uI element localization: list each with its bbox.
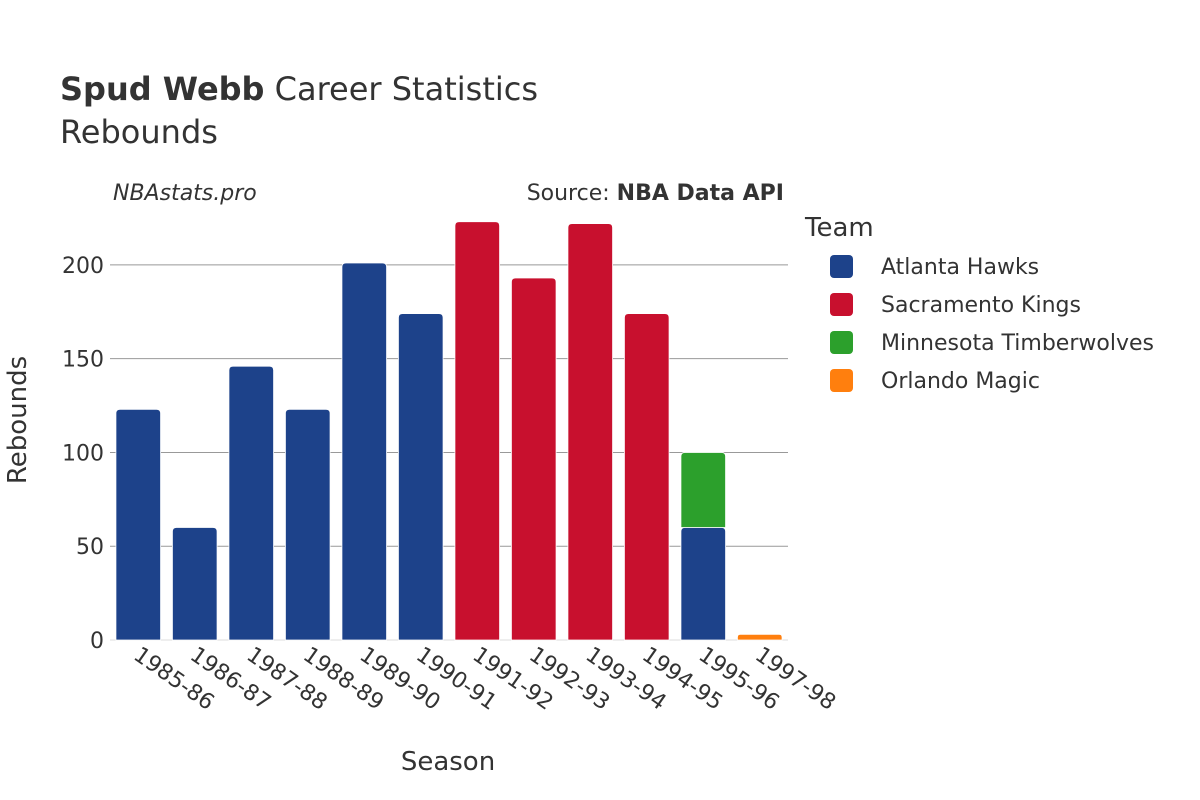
bar-atlanta-hawks xyxy=(285,408,331,641)
gridlines xyxy=(110,264,788,641)
bar-atlanta-hawks xyxy=(172,527,218,641)
y-tick-label: 200 xyxy=(62,254,104,279)
bar-sacramento-kings xyxy=(454,221,500,641)
y-tick-label: 150 xyxy=(62,348,104,373)
source-prefix: Source: xyxy=(527,181,617,206)
legend-label: Sacramento Kings xyxy=(881,293,1081,318)
bar-sacramento-kings xyxy=(511,277,557,641)
bar-atlanta-hawks xyxy=(398,313,444,641)
bar-minnesota-timberwolves xyxy=(680,452,726,528)
bar-sacramento-kings xyxy=(624,313,670,641)
legend-title: Team xyxy=(804,213,874,243)
legend-swatch xyxy=(830,369,853,392)
bars xyxy=(115,221,783,641)
chart-subtitle: Rebounds xyxy=(60,113,218,151)
legend-label: Minnesota Timberwolves xyxy=(881,331,1154,356)
legend-swatch xyxy=(830,255,853,278)
y-tick-label: 100 xyxy=(62,441,104,466)
bar-sacramento-kings xyxy=(567,223,613,641)
bar-atlanta-hawks xyxy=(680,527,726,641)
x-axis-title: Season xyxy=(401,747,495,777)
watermark: NBAstats.pro xyxy=(113,181,257,206)
y-axis-title: Rebounds xyxy=(3,356,33,484)
legend-label: Atlanta Hawks xyxy=(881,255,1039,280)
source-name: NBA Data API xyxy=(617,181,784,206)
chart-title: Spud Webb Career Statistics xyxy=(60,70,538,108)
source-label: Source: NBA Data API xyxy=(527,181,784,206)
y-axis-ticks: 0 50 100 150 200 xyxy=(62,254,104,654)
legend-swatch xyxy=(830,293,853,316)
title-rest: Career Statistics xyxy=(264,70,538,108)
bar-atlanta-hawks xyxy=(115,408,161,641)
legend-swatch xyxy=(830,331,853,354)
y-tick-label: 0 xyxy=(90,629,104,654)
bar-atlanta-hawks xyxy=(228,365,274,641)
title-player-name: Spud Webb xyxy=(60,70,264,108)
y-tick-label: 50 xyxy=(76,535,104,560)
bar-atlanta-hawks xyxy=(341,262,387,641)
legend-label: Orlando Magic xyxy=(881,369,1040,394)
bar-orlando-magic xyxy=(737,633,783,641)
x-axis-ticks: 1985-861986-871987-881988-891989-901990-… xyxy=(129,642,840,715)
legend: Team Atlanta Hawks Sacramento Kings Minnes… xyxy=(804,213,1154,394)
